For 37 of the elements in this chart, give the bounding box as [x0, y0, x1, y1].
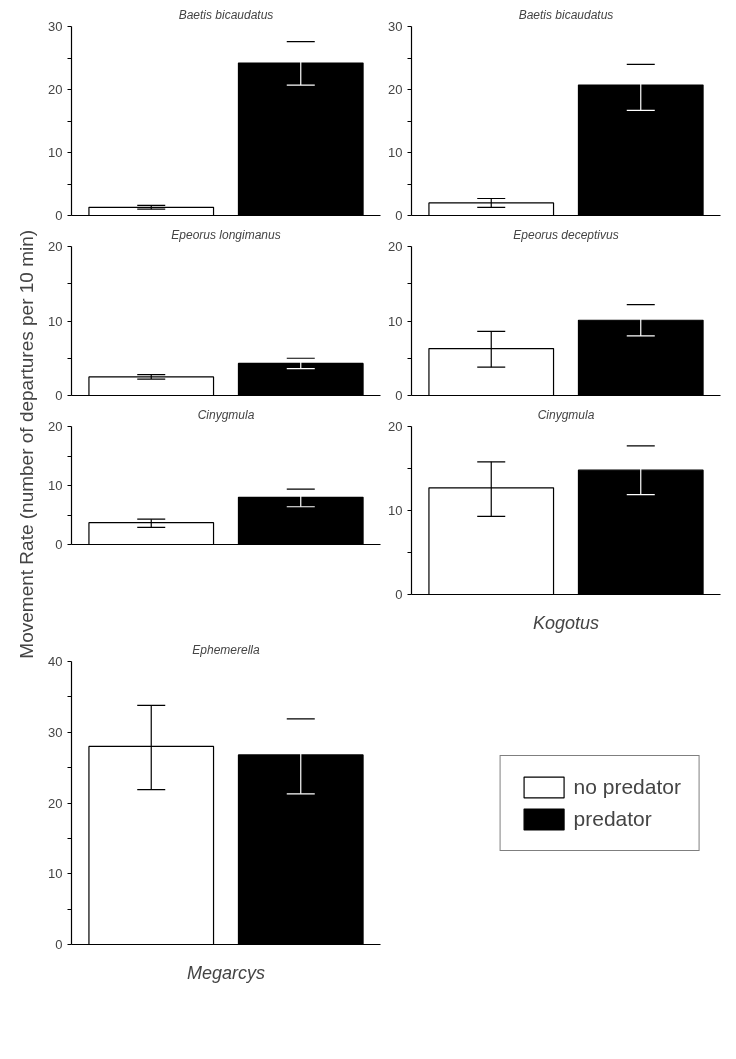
- y-tick-label: 10: [388, 313, 403, 329]
- y-tick-label: 10: [48, 145, 63, 160]
- y-tick-label: 30: [48, 724, 63, 740]
- x-axis-title: Kogotus: [532, 612, 600, 633]
- chart-title: Epeorus longimanus: [171, 227, 281, 242]
- legend-label: predator: [573, 806, 652, 831]
- y-tick-label: 0: [55, 208, 63, 223]
- y-tick-label: 0: [395, 208, 403, 223]
- y-tick-label: 10: [48, 478, 63, 493]
- y-tick-label: 20: [388, 419, 403, 434]
- y-tick-label: 10: [388, 503, 403, 518]
- chart-title: Ephemerella: [192, 642, 261, 657]
- y-tick-label: 0: [395, 587, 403, 602]
- y-tick-label: 20: [388, 239, 403, 254]
- y-tick-label: 10: [48, 313, 63, 329]
- y-tick-label: 0: [55, 937, 63, 952]
- y-tick-label: 10: [48, 866, 63, 882]
- chart-title: Epeorus deceptivus: [513, 227, 619, 242]
- y-tick-label: 0: [55, 388, 63, 403]
- y-tick-label: 30: [48, 19, 63, 34]
- y-tick-label: 0: [395, 388, 403, 403]
- x-axis-title: Megarcys: [186, 962, 266, 983]
- y-tick-label: 10: [388, 145, 403, 160]
- y-tick-label: 40: [48, 654, 63, 669]
- chart-title: Cinygmula: [537, 407, 595, 422]
- chart-title: Baetis bicaudatus: [518, 7, 614, 22]
- y-tick-label: 20: [48, 82, 63, 97]
- chart-title: Cinygmula: [197, 407, 255, 422]
- y-tick-label: 20: [48, 795, 63, 811]
- y-tick-label: 20: [48, 239, 63, 254]
- y-tick-label: 20: [48, 419, 63, 434]
- y-tick-label: 30: [388, 19, 403, 34]
- chart-title: Baetis bicaudatus: [178, 7, 274, 22]
- legend-label: no predator: [573, 774, 681, 799]
- y-axis-title: Movement Rate (number of departures per 10 min): [16, 229, 37, 659]
- y-tick-label: 0: [55, 537, 63, 552]
- y-tick-label: 20: [388, 82, 403, 97]
